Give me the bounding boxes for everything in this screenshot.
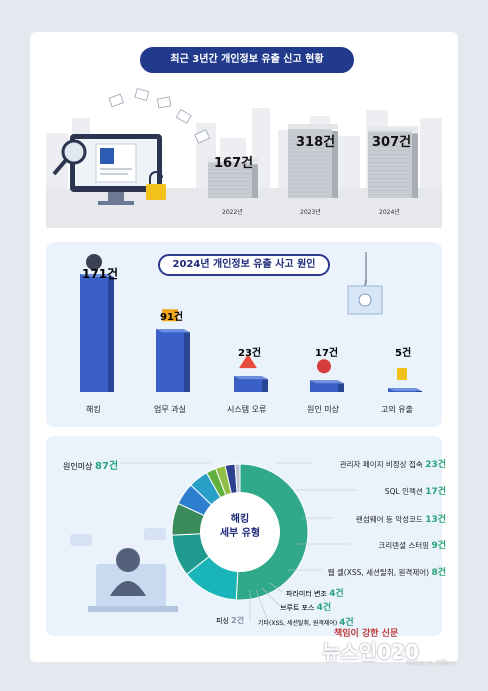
legend-sql-injection: SQL 인젝션 17건: [384, 487, 446, 497]
paper-stack-2: [368, 126, 418, 198]
legend-parameter-tampering: 파라미터 변조 4건: [286, 589, 344, 599]
cause-bar-4: [388, 388, 422, 392]
value-label-2024: 307건: [372, 135, 412, 150]
hacker-icon: [116, 548, 140, 572]
cause-bar-0: [80, 274, 114, 392]
value-label-2023: 318건: [296, 135, 336, 150]
paper-stack-0: [208, 157, 258, 198]
section2-title: 2024년 개인정보 유출 사고 원인: [158, 254, 330, 276]
watermark-brand: 뉴스인020: [322, 640, 419, 664]
cause-value-2: 23건: [238, 348, 262, 359]
cause-bar-chart: [80, 252, 422, 392]
section1-illustration: [46, 88, 442, 228]
year-label-2024: 2024년: [379, 209, 400, 216]
cause-category-3: 원인 미상: [307, 405, 339, 414]
watermark: 책임이 강한 신문 뉴스인020 Online to Offline: [282, 624, 462, 674]
cause-bar-2: [234, 376, 268, 392]
donut-center-label-1: 해킹: [230, 514, 250, 525]
year-label-2023: 2023년: [300, 209, 321, 216]
hacker-icon: [86, 254, 102, 270]
legend-credential-stuffing: 크리덴셜 스터핑 9건: [378, 541, 446, 551]
legend-admin-page: 관리자 페이지 비정상 접속 23건: [339, 460, 446, 470]
cause-bar-1: [156, 329, 190, 392]
legend-brute-force: 브루트 포스 4건: [280, 603, 332, 613]
hacking-illustration: [70, 528, 178, 612]
cause-value-1: 91건: [160, 312, 184, 323]
hand-icon: [397, 368, 407, 380]
section1-title: 최근 3년간 개인정보 유출 신고 현황: [140, 47, 354, 73]
watermark-subtitle: Online to Offline: [406, 660, 455, 667]
watermark-logo-icon: [284, 643, 320, 660]
cause-value-4: 5건: [395, 348, 412, 359]
donut-center-label-2: 세부 유형: [219, 528, 261, 539]
cause-value-0: 171건: [82, 267, 119, 281]
cause-value-3: 17건: [315, 348, 339, 359]
legend-web-shell: 웹 셸(XSS, 세션탈취, 원격제어) 8건: [327, 568, 446, 578]
cause-category-1: 업무 과실: [154, 405, 186, 414]
folder-icon: [162, 309, 178, 322]
hacking-donut-chart: [171, 463, 309, 601]
warning-icon: [239, 354, 257, 369]
cause-category-4: 고의 유출: [381, 405, 413, 414]
legend-unknown: 원인미상 87건: [63, 461, 119, 472]
value-label-2022: 167건: [214, 156, 254, 171]
year-label-2022: 2022년: [222, 209, 243, 216]
cause-category-2: 시스템 오류: [227, 405, 267, 414]
padlock-icon: [146, 184, 166, 200]
cause-bar-3: [310, 380, 344, 392]
legend-ransomware: 랜섬웨어 등 악성코드 13건: [355, 515, 446, 525]
question-icon: [317, 359, 331, 374]
cause-category-0: 해킹: [86, 405, 101, 414]
paper-stack-1: [288, 124, 338, 198]
watermark-tagline: 책임이 강한 신문: [334, 629, 399, 639]
legend-phishing: 피싱 2건: [216, 616, 245, 625]
legend-other: 기타(XSS, 세션탈취, 원격제어) 4건: [258, 618, 354, 628]
magnifier-icon: [61, 139, 87, 165]
